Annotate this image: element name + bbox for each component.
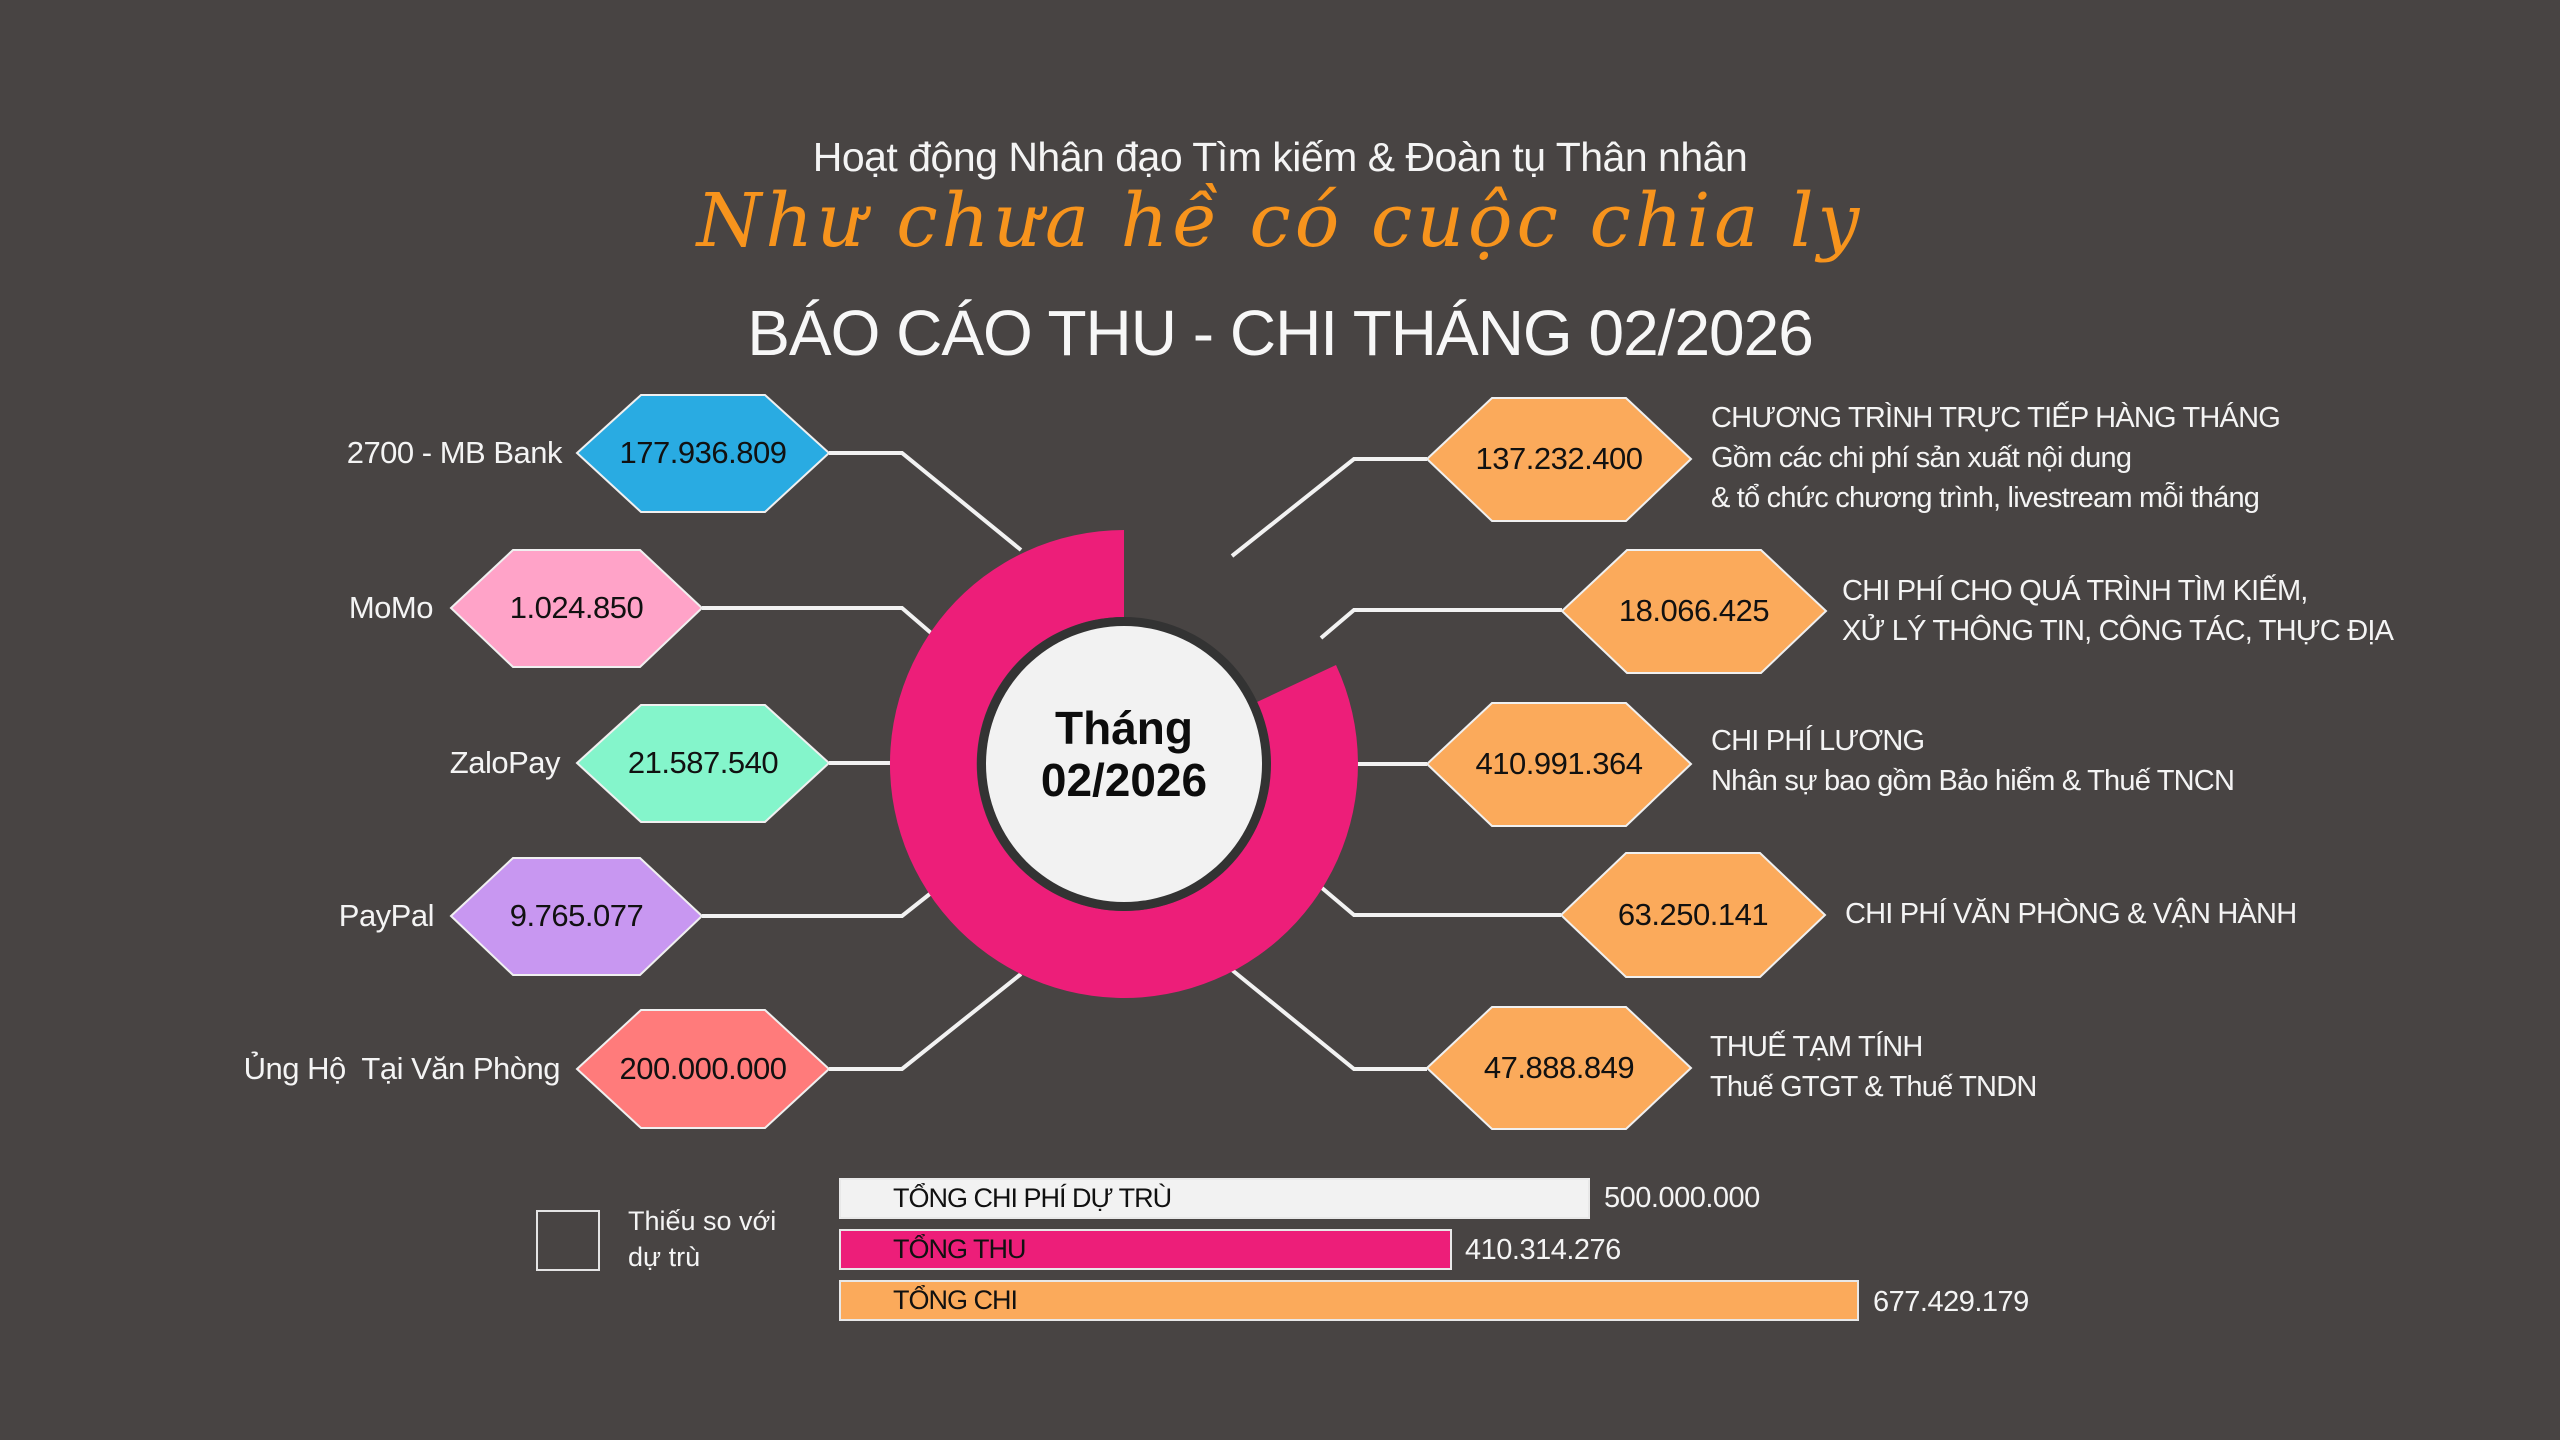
bar-label-income: TỔNG THU: [893, 1234, 1026, 1264]
expense-desc-salary: CHI PHÍ LƯƠNG Nhân sự bao gồm Bảo hiểm &…: [1711, 721, 2235, 801]
source-value-paypal: 9.765.077: [509, 898, 644, 933]
source-label-momo: MoMo: [348, 590, 434, 625]
hex-zalopay: [575, 704, 831, 823]
bar-budget: TỔNG CHI PHÍ DỰ TRÙ: [839, 1178, 1590, 1219]
page-title: BÁO CÁO THU - CHI THÁNG 02/2026: [747, 297, 1814, 369]
expense-desc-tax: THUẾ TẠM TÍNH Thuế GTGT & Thuế TNDN: [1710, 1027, 2037, 1107]
center-line2: 02/2026: [1040, 754, 1208, 806]
source-label-office: Ủng Hộ Tại Văn Phòng: [243, 1051, 561, 1086]
source-value-momo: 1.024.850: [509, 590, 644, 625]
header-subtitle: Hoạt động Nhân đạo Tìm kiếm & Đoàn tụ Th…: [812, 134, 1748, 180]
legend-line1: Thiếu so với: [628, 1206, 777, 1236]
bar-income: TỔNG THU: [839, 1229, 1452, 1270]
expense-title: CHI PHÍ CHO QUÁ TRÌNH TÌM KIẾM,: [1842, 575, 2308, 607]
hex-paypal: [449, 857, 704, 976]
legend-line2: dự trù: [628, 1242, 701, 1272]
expense-value-office-cost: 63.250.141: [1617, 897, 1769, 932]
hex-tax: [1425, 1006, 1693, 1130]
source-label-paypal: PayPal: [338, 898, 435, 933]
source-value-mbbank: 177.936.809: [619, 435, 787, 470]
connector-lines: [702, 451, 1562, 1071]
source-value-zalopay: 21.587.540: [627, 745, 779, 780]
legend-swatch-shortfall: [536, 1210, 600, 1271]
center-month: Tháng 02/2026: [984, 702, 1264, 806]
hex-livestream: [1425, 397, 1693, 522]
expense-title: CHI PHÍ VĂN PHÒNG & VẬN HÀNH: [1845, 898, 2297, 930]
hex-office: [575, 1009, 831, 1129]
expense-title: CHƯƠNG TRÌNH TRỰC TIẾP HÀNG THÁNG: [1711, 402, 2281, 434]
expense-title: THUẾ TẠM TÍNH: [1710, 1031, 1923, 1063]
bar-value-expense: 677.429.179: [1873, 1286, 2029, 1318]
expense-line: & tổ chức chương trình, livestream mỗi t…: [1711, 482, 2260, 514]
connector-mbbank: [829, 451, 1023, 552]
bar-label-budget: TỔNG CHI PHÍ DỰ TRÙ: [893, 1183, 1172, 1213]
source-label-zalopay: ZaloPay: [449, 745, 561, 780]
connector-tax: [1230, 968, 1427, 1071]
hex-salary: [1425, 702, 1693, 827]
expense-value-search: 18.066.425: [1618, 593, 1770, 628]
expense-value-tax: 47.888.849: [1483, 1050, 1635, 1085]
hex-search: [1560, 549, 1828, 674]
income-ring: [889, 530, 1358, 999]
center-line1: Tháng: [1055, 702, 1193, 754]
legend-label-shortfall: Thiếu so với dự trù: [628, 1203, 776, 1275]
header-script-title: Như chưa hề có cuộc chia ly: [696, 178, 1864, 264]
bar-value-budget: 500.000.000: [1604, 1182, 1760, 1214]
center-circle: [986, 626, 1262, 902]
bar-label-expense: TỔNG CHI: [893, 1285, 1018, 1315]
hex-mbbank: [575, 394, 831, 513]
connector-momo: [702, 606, 933, 635]
connector-office-cost: [1320, 886, 1561, 917]
hex-office-cost: [1559, 852, 1827, 978]
expense-desc-office-cost: CHI PHÍ VĂN PHÒNG & VẬN HÀNH: [1845, 894, 2297, 934]
connector-office: [829, 972, 1023, 1071]
connector-search: [1319, 608, 1562, 640]
expense-value-salary: 410.991.364: [1475, 746, 1643, 781]
bar-expense: TỔNG CHI: [839, 1280, 1859, 1321]
connector-paypal: [702, 891, 933, 918]
expense-line: Nhân sự bao gồm Bảo hiểm & Thuế TNCN: [1711, 765, 2235, 797]
source-label-mbbank: 2700 - MB Bank: [346, 435, 563, 470]
connector-livestream: [1230, 457, 1427, 558]
source-value-office: 200.000.000: [619, 1051, 787, 1086]
hex-momo: [449, 549, 704, 668]
expense-desc-livestream: CHƯƠNG TRÌNH TRỰC TIẾP HÀNG THÁNG Gồm cá…: [1711, 398, 2281, 518]
expense-desc-search: CHI PHÍ CHO QUÁ TRÌNH TÌM KIẾM, XỬ LÝ TH…: [1842, 571, 2394, 651]
expense-title: CHI PHÍ LƯƠNG: [1711, 725, 1925, 757]
expense-value-livestream: 137.232.400: [1475, 441, 1643, 476]
expense-line: Thuế GTGT & Thuế TNDN: [1710, 1071, 2037, 1103]
expense-line: Gồm các chi phí sản xuất nội dung: [1711, 442, 2132, 474]
bar-value-income: 410.314.276: [1465, 1234, 1621, 1266]
expense-line: XỬ LÝ THÔNG TIN, CÔNG TÁC, THỰC ĐỊA: [1842, 615, 2394, 647]
